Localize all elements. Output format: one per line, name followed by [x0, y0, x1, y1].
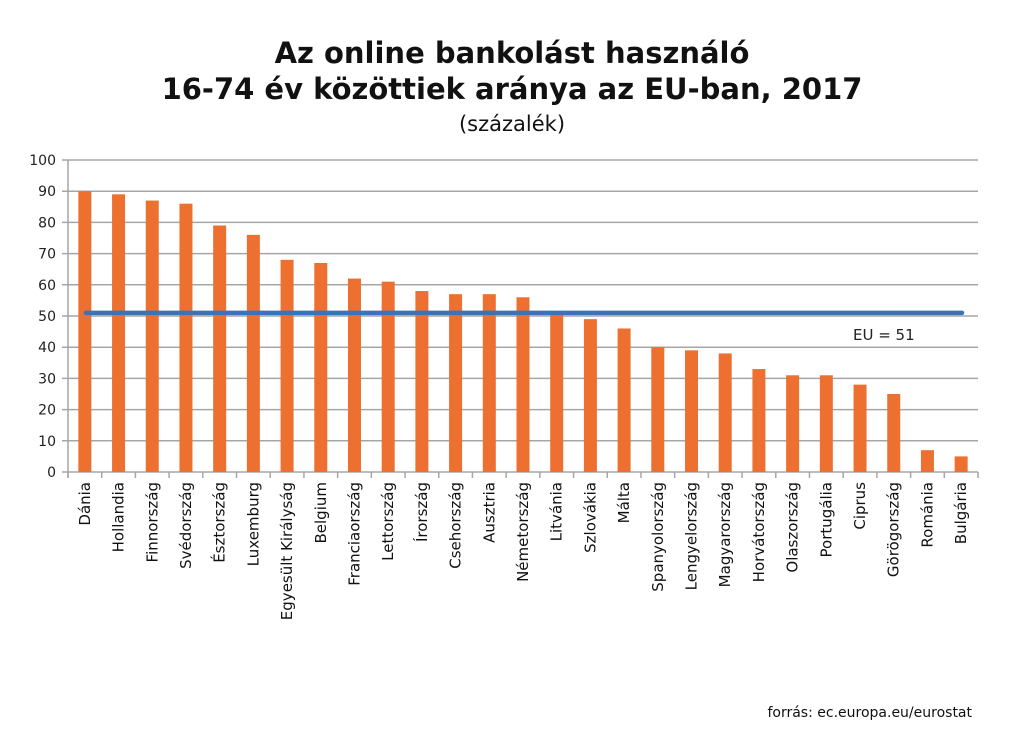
bar-Észtország: [213, 225, 227, 472]
x-tick-label: Lengyelország: [683, 482, 701, 590]
chart-title-line1: Az online bankolást használó: [274, 36, 750, 70]
bar-Szlovákia: [583, 319, 597, 472]
y-tick-label: 10: [38, 434, 56, 450]
eu-average-label: EU = 51: [853, 326, 915, 344]
bar-Luxemburg: [246, 234, 260, 472]
x-tick-label: Litvánia: [548, 482, 566, 541]
y-tick-label: 80: [38, 215, 56, 231]
x-tick-label: Ausztria: [480, 482, 498, 543]
bar-Hollandia: [112, 194, 126, 472]
x-tick-label: Horvátország: [750, 482, 768, 582]
x-tick-label: Olaszország: [784, 482, 802, 573]
x-tick-label: Bulgária: [952, 482, 970, 544]
bar-Portugália: [819, 375, 833, 472]
chart-subtitle: (százalék): [458, 112, 566, 136]
bar-Svédország: [179, 203, 193, 472]
source-note: forrás: ec.europa.eu/eurostat: [767, 705, 972, 721]
bar-Lengyelország: [685, 350, 699, 472]
x-tick-label: Németország: [514, 482, 532, 582]
bar-Olaszország: [786, 375, 800, 472]
bar-Írország: [415, 291, 429, 472]
bar-Németország: [516, 297, 530, 472]
x-tick-label: Románia: [918, 482, 936, 548]
bar-Spanyolország: [651, 347, 665, 472]
x-tick-label: Portugália: [817, 482, 835, 557]
bar-Bulgária: [954, 456, 968, 472]
bar-Belgium: [314, 262, 328, 472]
x-tick-label: Svédország: [177, 482, 195, 569]
x-tick-label: Lettország: [379, 482, 397, 561]
x-tick-label: Málta: [615, 482, 633, 523]
x-tick-label: Csehország: [447, 482, 465, 569]
bar-Ciprus: [853, 384, 867, 472]
x-tick-label: Szlovákia: [581, 482, 599, 553]
x-tick-label: Luxemburg: [244, 482, 262, 566]
y-tick-label: 20: [38, 403, 56, 419]
bar-Görögország: [887, 394, 901, 472]
x-tick-label: Írország: [412, 482, 431, 542]
y-tick-label: 30: [38, 371, 56, 387]
y-tick-label: 90: [38, 184, 56, 200]
x-tick-label: Franciaország: [345, 482, 363, 586]
x-tick-label: Belgium: [312, 482, 330, 544]
chart-title-line2: 16-74 év közöttiek aránya az EU-ban, 201…: [161, 72, 863, 106]
y-tick-label: 40: [38, 340, 56, 356]
y-tick-label: 50: [38, 309, 56, 325]
y-tick-label: 100: [29, 153, 56, 169]
bar-Litvánia: [550, 312, 564, 472]
bar-Egyesült Királyság: [280, 259, 294, 472]
x-tick-label: Görögország: [885, 482, 903, 577]
bar-Horvátország: [752, 369, 766, 472]
bar-Ausztria: [482, 294, 496, 472]
x-tick-label: Egyesült Királyság: [278, 482, 296, 620]
bar-Románia: [920, 450, 934, 472]
x-tick-label: Ciprus: [851, 482, 869, 530]
bar-Lettország: [381, 281, 395, 472]
bar-Málta: [617, 328, 631, 472]
bar-Finnország: [145, 200, 159, 472]
y-tick-label: 70: [38, 247, 56, 263]
x-tick-label: Finnország: [143, 482, 161, 562]
bar-Magyarország: [718, 353, 732, 472]
x-tick-label: Hollandia: [110, 482, 128, 552]
x-tick-label: Észtország: [210, 482, 229, 563]
x-tick-label: Spanyolország: [649, 482, 667, 592]
bar-Dánia: [78, 191, 92, 472]
x-tick-label: Magyarország: [716, 482, 734, 587]
y-tick-label: 60: [38, 278, 56, 294]
bar-Csehország: [449, 294, 463, 472]
bar-Franciaország: [347, 278, 361, 472]
y-tick-label: 0: [47, 465, 56, 481]
x-tick-label: Dánia: [76, 482, 94, 526]
